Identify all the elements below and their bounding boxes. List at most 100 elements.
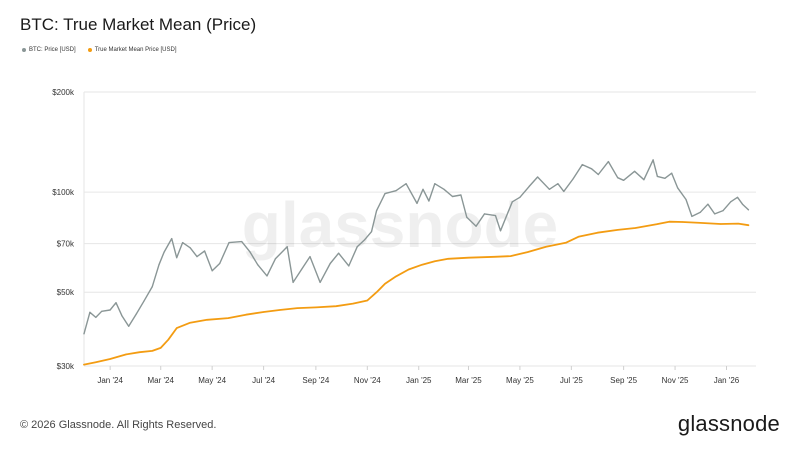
- price-point: [348, 265, 350, 267]
- price-point: [204, 250, 206, 252]
- price-point: [241, 241, 243, 243]
- price-point: [370, 231, 373, 233]
- true-market-mean-point: [510, 255, 512, 257]
- price-point: [89, 311, 91, 313]
- true-market-mean-point: [245, 314, 247, 316]
- x-tick-label: Jan '25: [406, 376, 432, 385]
- x-tick-label: Sep '25: [610, 376, 637, 385]
- true-market-mean-point: [151, 350, 153, 352]
- true-market-mean-point: [668, 221, 670, 223]
- true-market-mean-point: [366, 299, 368, 302]
- chart-title: BTC: True Market Mean (Price): [20, 15, 257, 34]
- x-tick-label: Sep '24: [302, 376, 329, 385]
- x-tick-label: Mar '25: [455, 376, 482, 385]
- legend-label-price: BTC: Price [USD]: [29, 47, 76, 53]
- price-point: [591, 168, 593, 170]
- price-point: [274, 258, 276, 260]
- price-point: [101, 310, 103, 312]
- true-market-mean-point: [565, 242, 567, 244]
- price-point: [364, 239, 366, 241]
- price-point: [319, 281, 321, 283]
- price-point: [196, 256, 198, 258]
- true-market-mean-point: [125, 353, 127, 355]
- price-point: [189, 247, 191, 249]
- price-point: [519, 196, 521, 198]
- price-point: [376, 210, 378, 212]
- x-tick-label: Jan '26: [714, 376, 740, 385]
- price-point: [677, 187, 679, 189]
- watermark: glassnode: [242, 189, 559, 261]
- price-point: [434, 183, 436, 185]
- price-point: [135, 313, 137, 315]
- price-point: [548, 188, 551, 190]
- price-point: [228, 242, 230, 244]
- price-point: [656, 175, 659, 177]
- price-point: [664, 177, 666, 179]
- price-point: [652, 159, 654, 161]
- price-point: [707, 203, 709, 205]
- x-tick-label: Nov '25: [662, 376, 689, 385]
- price-point: [151, 286, 153, 288]
- price-point: [643, 179, 645, 181]
- true-market-mean-point: [384, 283, 386, 285]
- price-point: [451, 195, 454, 198]
- legend-item-price[interactable]: BTC: Price [USD]: [22, 47, 76, 53]
- price-point: [329, 262, 331, 265]
- price-point: [722, 210, 724, 212]
- true-market-mean-point: [206, 319, 208, 321]
- true-market-mean-point: [434, 260, 436, 262]
- series-true-market-mean: [83, 220, 750, 366]
- price-point: [115, 302, 117, 304]
- price-point: [475, 225, 477, 227]
- true-market-mean-point: [263, 311, 265, 313]
- grid: [83, 91, 756, 367]
- price-point: [499, 230, 502, 232]
- true-market-mean-point: [596, 232, 599, 234]
- true-market-mean-point: [109, 358, 111, 360]
- price-point: [83, 333, 85, 335]
- price-point: [356, 246, 358, 248]
- y-tick-label: $30k: [57, 362, 75, 371]
- y-tick-label: $50k: [57, 288, 75, 297]
- price-point: [528, 185, 530, 187]
- price-point: [747, 209, 750, 211]
- true-market-mean-point: [139, 351, 141, 353]
- true-market-mean-point: [83, 364, 85, 366]
- true-market-mean-point: [467, 257, 470, 259]
- price-point: [257, 264, 259, 266]
- true-market-mean-point: [279, 309, 281, 311]
- legend: BTC: Price [USD] True Market Mean Price …: [22, 47, 177, 53]
- true-market-mean-point: [167, 339, 169, 341]
- true-market-mean-point: [176, 327, 178, 329]
- price-point: [466, 216, 468, 218]
- price-point: [171, 238, 173, 240]
- price-point: [714, 213, 716, 215]
- price-point: [617, 177, 619, 179]
- true-market-mean-point: [578, 236, 580, 238]
- price-point: [483, 213, 486, 215]
- true-market-mean-point: [95, 361, 97, 363]
- true-market-mean-point: [494, 256, 496, 258]
- price-point: [176, 257, 178, 259]
- price-point: [572, 178, 574, 180]
- true-market-mean-point: [315, 306, 317, 308]
- series-lines: [83, 159, 750, 366]
- series-price: [83, 159, 750, 335]
- price-point: [634, 170, 636, 172]
- true-market-mean-point: [682, 221, 684, 223]
- price-point: [494, 215, 497, 217]
- y-tick-label: $70k: [57, 240, 75, 249]
- price-point: [249, 251, 251, 253]
- price-point: [623, 179, 625, 181]
- price-point: [182, 242, 184, 244]
- true-market-mean-point: [395, 275, 397, 277]
- price-point: [384, 193, 386, 195]
- true-market-mean-point: [296, 307, 298, 309]
- price-point: [460, 194, 462, 196]
- copyright-footer: © 2026 Glassnode. All Rights Reserved.: [20, 419, 217, 431]
- legend-item-true-market-mean[interactable]: True Market Mean Price [USD]: [87, 47, 177, 53]
- x-tick-label: Jul '24: [252, 376, 275, 385]
- price-point: [730, 201, 732, 203]
- legend-label-true-market-mean: True Market Mean Price [USD]: [94, 47, 177, 53]
